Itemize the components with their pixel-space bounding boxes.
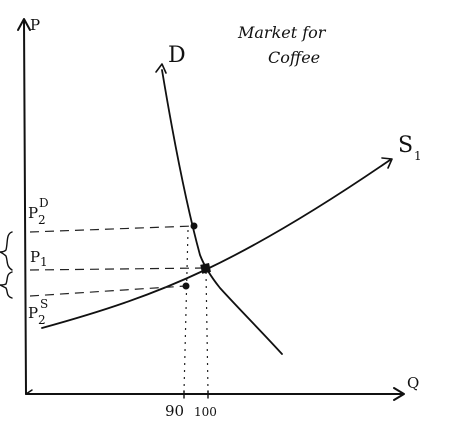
p1-label: P 1 bbox=[30, 248, 48, 269]
p2-demand-label: P 2 D bbox=[28, 196, 49, 227]
title-line-2: Coffee bbox=[268, 48, 320, 67]
p1-dashed-line bbox=[29, 267, 205, 271]
demand-curve bbox=[161, 69, 283, 355]
q90-dotted-line bbox=[183, 229, 189, 393]
svg-text:P: P bbox=[28, 204, 38, 222]
x-axis-arrow-icon bbox=[393, 387, 405, 401]
p2-supply-label: P 2 S bbox=[28, 297, 48, 327]
svg-text:1: 1 bbox=[40, 255, 48, 269]
supply-subscript: 1 bbox=[414, 149, 422, 163]
equilibrium-point bbox=[200, 263, 211, 274]
upper-brace bbox=[0, 231, 13, 271]
svg-text:2: 2 bbox=[38, 313, 46, 327]
title-line-1: Market for bbox=[237, 23, 327, 42]
svg-text:D: D bbox=[39, 196, 49, 210]
q90-label: 90 bbox=[165, 402, 184, 420]
q100-dotted-line bbox=[205, 271, 209, 393]
p2-supply-dashed-line bbox=[29, 285, 187, 297]
lower-brace bbox=[0, 271, 13, 299]
q100-label: 100 bbox=[194, 405, 217, 419]
y-axis-arrow-icon bbox=[17, 18, 31, 31]
p2-demand-dashed-line bbox=[29, 225, 195, 233]
demand-label: D bbox=[168, 43, 186, 68]
svg-text:P: P bbox=[30, 248, 40, 266]
supply-price-point bbox=[182, 282, 190, 290]
demand-arrow-icon bbox=[155, 63, 167, 74]
supply-label: S bbox=[398, 133, 413, 158]
supply-arrow-icon bbox=[381, 157, 393, 169]
origin-tick bbox=[25, 389, 33, 395]
svg-text:P: P bbox=[28, 304, 38, 322]
svg-text:S: S bbox=[40, 297, 48, 311]
x-axis-label: Q bbox=[407, 374, 419, 392]
supply-curve bbox=[41, 159, 391, 329]
demand-price-point bbox=[190, 222, 198, 230]
y-axis-label: P bbox=[30, 16, 40, 34]
svg-text:2: 2 bbox=[38, 213, 46, 227]
y-axis-line bbox=[23, 19, 27, 395]
